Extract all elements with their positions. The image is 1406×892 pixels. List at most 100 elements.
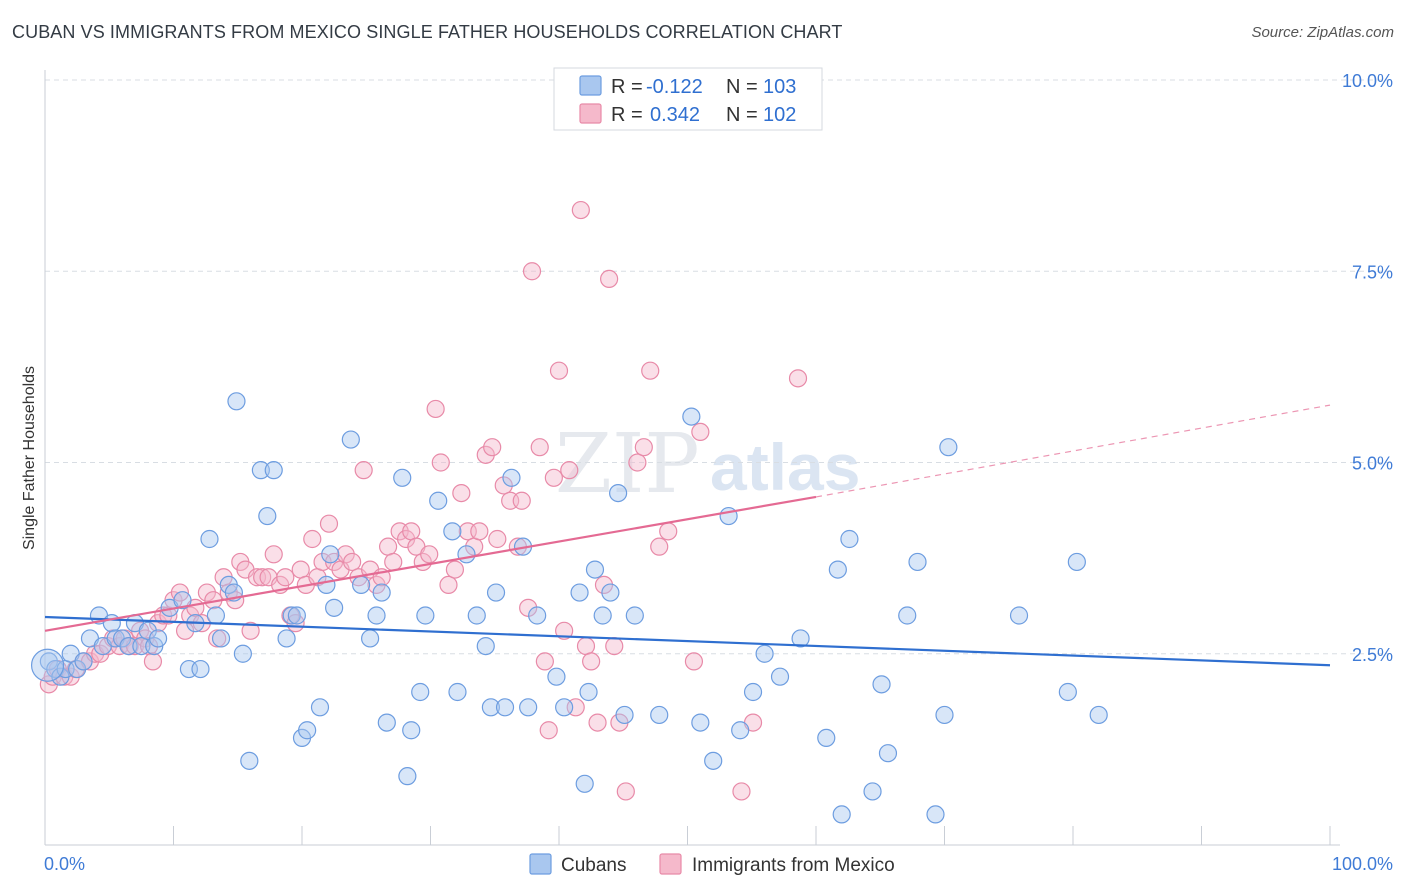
data-point-cubans (840, 529, 859, 549)
data-point-cubans (743, 682, 763, 702)
data-point-cubans (615, 705, 634, 725)
legend-r-value-mexico: 0.342 (650, 104, 700, 126)
data-point-cubans (467, 606, 486, 625)
bottom-legend: Cubans Immigrants from Mexico (529, 853, 895, 876)
data-point-mexico (483, 438, 502, 457)
data-point-cubans (264, 461, 283, 480)
data-point-cubans (528, 606, 547, 625)
data-point-cubans (1009, 606, 1029, 625)
series-cubans (30, 392, 1108, 824)
data-point-cubans (341, 430, 360, 449)
data-point-mexico (634, 438, 653, 457)
data-point-cubans (416, 606, 435, 625)
data-point-cubans (74, 652, 93, 671)
data-point-cubans (402, 721, 421, 740)
data-point-cubans (443, 522, 462, 541)
data-point-mexico (354, 461, 373, 480)
data-point-cubans (1067, 552, 1086, 572)
y-tick-label: 2.5% (1352, 645, 1393, 665)
trend-line-cubans (44, 615, 1331, 667)
data-point-mexico (512, 491, 531, 510)
data-point-mexico (420, 545, 439, 564)
data-point-cubans (206, 606, 226, 625)
data-point-cubans (132, 636, 151, 656)
data-point-mexico (549, 361, 569, 380)
data-point-cubans (625, 606, 644, 625)
x-tick-marks (44, 826, 1331, 845)
axes (44, 70, 1340, 846)
data-point-mexico (600, 269, 619, 288)
data-point-cubans (731, 721, 750, 740)
data-point-mexico (641, 361, 660, 380)
data-point-mexico (452, 484, 471, 503)
data-point-cubans (148, 629, 168, 648)
data-point-cubans (227, 392, 246, 411)
data-point-cubans (258, 506, 277, 526)
data-point-mexico (445, 560, 465, 579)
data-point-cubans (601, 583, 620, 602)
data-point-cubans (691, 713, 710, 732)
data-point-mexico (241, 621, 260, 640)
legend-r-label-cubans: R = (611, 76, 643, 98)
legend-n-value-mexico: 102 (763, 104, 796, 126)
data-point-mexico (650, 537, 669, 556)
data-point-cubans (908, 552, 927, 572)
data-point-mexico (343, 552, 362, 572)
data-point-cubans (429, 491, 448, 510)
data-point-cubans (372, 583, 391, 602)
data-point-cubans (481, 698, 500, 717)
data-point-cubans (321, 545, 340, 564)
chart-title: CUBAN VS IMMIGRANTS FROM MEXICO SINGLE F… (12, 22, 843, 42)
data-point-cubans (585, 560, 605, 579)
data-point-cubans (609, 484, 628, 503)
data-point-cubans (352, 575, 371, 595)
trend-lines (44, 404, 1331, 667)
data-point-cubans (211, 629, 231, 648)
data-point-mexico (616, 782, 635, 801)
data-point-cubans (191, 659, 210, 679)
y-tick-label: 7.5% (1352, 262, 1393, 282)
data-point-cubans (240, 751, 259, 770)
data-point-mexico (439, 575, 458, 595)
watermark-zip: ZIP (555, 417, 700, 512)
bottom-legend-label-cubans: Cubans (561, 855, 627, 876)
data-point-cubans (310, 698, 330, 717)
data-point-mexico (488, 529, 507, 549)
data-point-cubans (251, 461, 270, 480)
data-point-cubans (325, 598, 344, 617)
data-point-cubans (832, 805, 851, 824)
data-point-mexico (384, 552, 403, 572)
data-point-cubans (828, 560, 847, 579)
data-point-cubans (317, 575, 336, 595)
data-point-cubans (519, 698, 538, 717)
data-point-mexico (691, 422, 710, 441)
data-point-mexico (571, 200, 590, 220)
data-point-mexico (208, 629, 227, 648)
data-point-cubans (926, 805, 945, 824)
legend-r-value-cubans: -0.122 (646, 76, 703, 98)
data-point-mexico (544, 468, 563, 487)
data-point-mexico (732, 782, 751, 801)
legend-n-value-cubans: 103 (763, 76, 796, 98)
data-point-cubans (817, 728, 836, 748)
data-point-cubans (282, 606, 301, 625)
data-point-cubans (555, 698, 574, 717)
data-point-cubans (398, 767, 417, 786)
data-point-cubans (878, 744, 898, 763)
data-point-mexico (143, 652, 163, 671)
data-point-mexico (253, 568, 272, 587)
data-point-cubans (138, 621, 157, 640)
data-point-cubans (939, 438, 958, 457)
data-point-mexico (319, 514, 339, 533)
data-point-mexico (426, 399, 445, 419)
data-point-mexico (684, 652, 704, 671)
data-point-cubans (393, 468, 412, 487)
data-point-cubans (448, 682, 467, 702)
data-point-cubans (361, 629, 380, 648)
data-point-mexico (628, 453, 647, 472)
data-point-mexico (494, 476, 513, 495)
data-point-mexico (788, 369, 808, 388)
data-point-mexico (402, 522, 421, 541)
data-point-mexico (535, 652, 554, 671)
